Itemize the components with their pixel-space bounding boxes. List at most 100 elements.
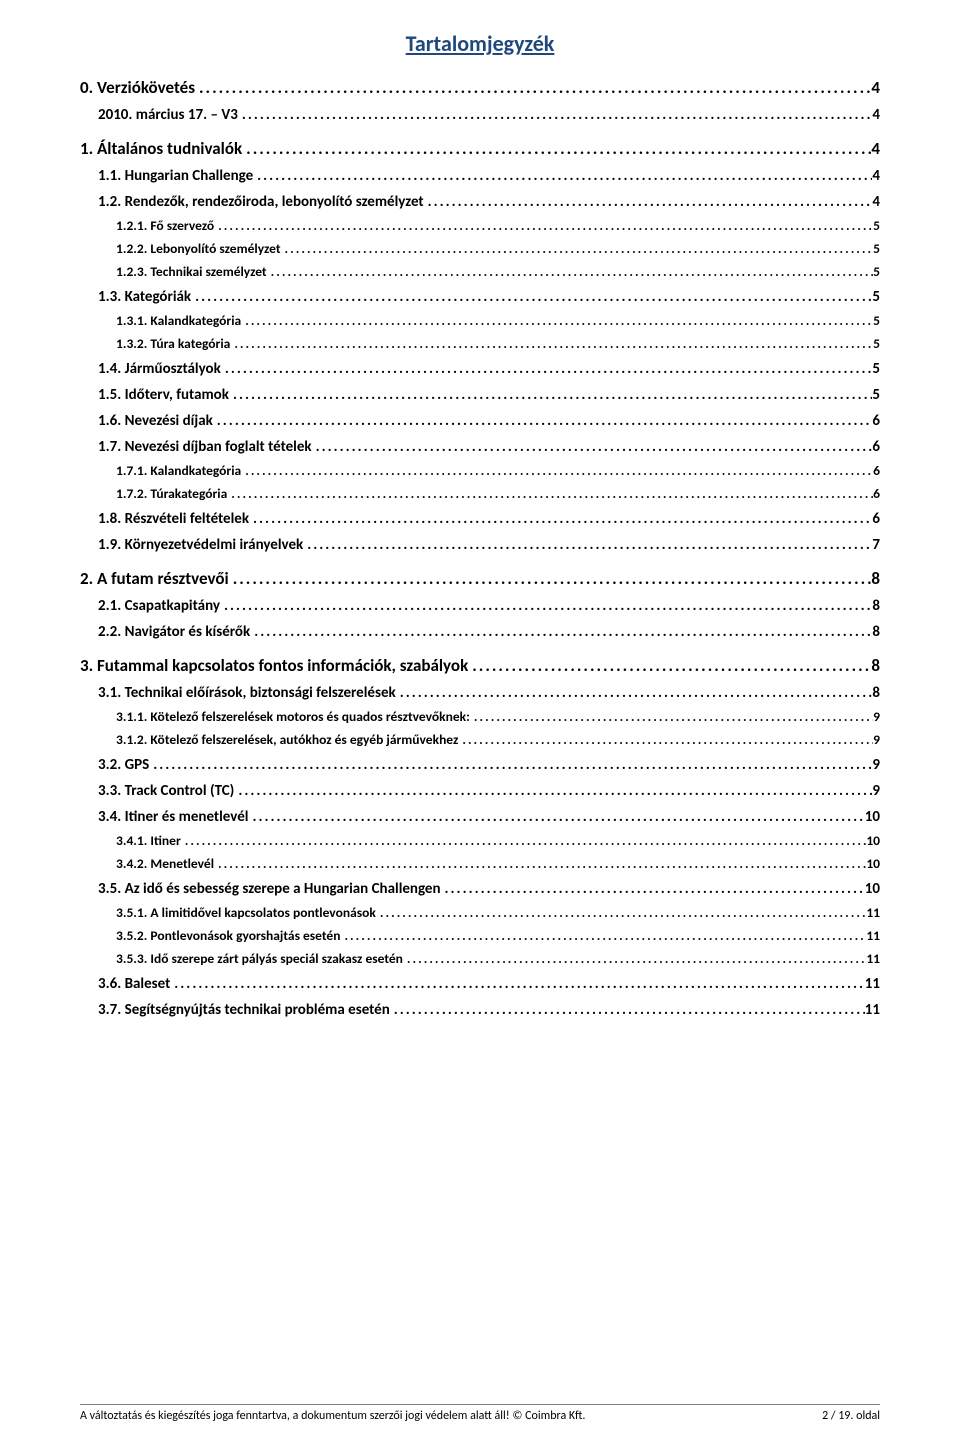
toc-entry[interactable]: 3.5. Az idő és sebesség szerepe a Hungar…	[80, 880, 880, 898]
toc-entry-label: 3.5. Az idő és sebesség szerepe a Hungar…	[98, 880, 441, 898]
toc-dots	[214, 855, 866, 872]
toc-entry-page: 9	[873, 731, 880, 748]
toc-entry[interactable]: 1.1. Hungarian Challenge 4	[80, 167, 880, 185]
toc-entry[interactable]: 1.3.2. Túra kategória 5	[80, 335, 880, 352]
toc-entry[interactable]: 1.9. Környezetvédelmi irányelvek 7	[80, 536, 880, 554]
toc-entry[interactable]: 3.6. Baleset 11	[80, 975, 880, 993]
toc-entry[interactable]: 1.2.3. Technikai személyzet 5	[80, 263, 880, 280]
toc-entry-label: 1.3.2. Túra kategória	[116, 335, 230, 352]
toc-entry-label: 1.2.2. Lebonyolító személyzet	[116, 240, 281, 257]
toc-entry-page: 6	[873, 462, 880, 479]
toc-entry-label: 3.4. Itiner és menetlevél	[98, 808, 248, 826]
toc-entry-page: 4	[871, 138, 880, 159]
toc-entry[interactable]: 2. A futam résztvevői 8	[80, 568, 880, 589]
toc-entry-label: 3.1. Technikai előírások, biztonsági fel…	[98, 684, 396, 702]
toc-entry[interactable]: 2010. március 17. – V3 4	[80, 106, 880, 124]
toc-entry-page: 8	[871, 655, 880, 676]
toc-entry[interactable]: 3.2. GPS 9	[80, 756, 880, 774]
toc-entry[interactable]: 1. Általános tudnivalók 4	[80, 138, 880, 159]
footer-right-text: 2 / 19. oldal	[822, 1409, 880, 1423]
toc-entry-label: 3.2. GPS	[98, 756, 149, 774]
toc-entry-page: 6	[872, 412, 880, 430]
toc-entry-page: 11	[865, 1001, 880, 1019]
toc-entry-label: 1.7.2. Túrakategória	[116, 485, 227, 502]
footer-left-text: A változtatás és kiegészítés joga fennta…	[80, 1409, 585, 1423]
toc-entry-page: 4	[872, 193, 880, 211]
toc-entry[interactable]: 3.5.3. Idő szerepe zárt pályás speciál s…	[80, 950, 880, 967]
toc-entry[interactable]: 3.1.2. Kötelező felszerelések, autókhoz …	[80, 731, 880, 748]
toc-entry-page: 8	[872, 597, 880, 615]
toc-entry[interactable]: 1.3.1. Kalandkategória 5	[80, 312, 880, 329]
toc-dots	[390, 1001, 865, 1019]
toc-entry[interactable]: 3. Futammal kapcsolatos fontos informáci…	[80, 655, 880, 676]
toc-entry-page: 7	[872, 536, 880, 554]
toc-entry[interactable]: 1.3. Kategóriák 5	[80, 288, 880, 306]
toc-entry[interactable]: 2.1. Csapatkapitány 8	[80, 597, 880, 615]
toc-entry[interactable]: 1.4. Járműosztályok 5	[80, 360, 880, 378]
toc-dots	[242, 138, 871, 159]
table-of-contents: 0. Verziókövetés 4 2010. március 17. – V3…	[80, 77, 880, 1019]
toc-entry[interactable]: 3.4. Itiner és menetlevél 10	[80, 808, 880, 826]
toc-dots	[312, 438, 873, 456]
toc-dots	[213, 412, 873, 430]
toc-dots	[238, 106, 873, 124]
toc-dots	[303, 536, 872, 554]
toc-dots	[376, 904, 866, 921]
toc-entry[interactable]: 1.8. Részvételi feltételek 6	[80, 510, 880, 528]
toc-entry-label: 2010. március 17. – V3	[98, 106, 238, 124]
toc-entry-label: 1.1. Hungarian Challenge	[98, 167, 253, 185]
toc-entry[interactable]: 3.7. Segítségnyújtás technikai probléma …	[80, 1001, 880, 1019]
toc-dots	[253, 167, 872, 185]
toc-dots	[241, 462, 873, 479]
toc-dots	[470, 708, 873, 725]
toc-entry[interactable]: 3.4.1. Itiner 10	[80, 832, 880, 849]
toc-entry-label: 1.5. Időterv, futamok	[98, 386, 229, 404]
toc-entry[interactable]: 3.4.2. Menetlevél 10	[80, 855, 880, 872]
toc-dots	[221, 360, 873, 378]
toc-entry-label: 1.8. Részvételi feltételek	[98, 510, 249, 528]
toc-entry[interactable]: 1.7.2. Túrakategória 6	[80, 485, 880, 502]
toc-entry-label: 3.5.1. A limitidővel kapcsolatos pontlev…	[116, 904, 376, 921]
toc-entry[interactable]: 1.7. Nevezési díjban foglalt tételek 6	[80, 438, 880, 456]
toc-dots	[424, 193, 873, 211]
toc-entry[interactable]: 3.5.1. A limitidővel kapcsolatos pontlev…	[80, 904, 880, 921]
toc-entry[interactable]: 3.5.2. Pontlevonások gyorshajtás esetén …	[80, 927, 880, 944]
toc-entry-label: 2.1. Csapatkapitány	[98, 597, 220, 615]
toc-dots	[250, 623, 872, 641]
toc-dots	[195, 77, 871, 98]
toc-entry-page: 5	[873, 263, 880, 280]
toc-entry-label: 1.9. Környezetvédelmi irányelvek	[98, 536, 303, 554]
toc-dots	[441, 880, 865, 898]
toc-dots	[396, 684, 873, 702]
toc-entry[interactable]: 1.7.1. Kalandkategória 6	[80, 462, 880, 479]
toc-entry-label: 1.7. Nevezési díjban foglalt tételek	[98, 438, 312, 456]
toc-entry[interactable]: 2.2. Navigátor és kísérők 8	[80, 623, 880, 641]
toc-dots	[149, 756, 872, 774]
toc-entry-label: 2. A futam résztvevői	[80, 568, 229, 589]
toc-entry-page: 11	[866, 927, 880, 944]
toc-entry-page: 11	[866, 904, 880, 921]
toc-entry-page: 5	[873, 335, 880, 352]
toc-entry-label: 3.1.2. Kötelező felszerelések, autókhoz …	[116, 731, 458, 748]
toc-entry-label: 3.3. Track Control (TC)	[98, 782, 234, 800]
toc-dots	[181, 832, 867, 849]
toc-entry[interactable]: 3.3. Track Control (TC) 9	[80, 782, 880, 800]
toc-entry-page: 10	[865, 880, 880, 898]
toc-entry[interactable]: 1.2.1. Fő szervező 5	[80, 217, 880, 234]
toc-entry[interactable]: 1.5. Időterv, futamok 5	[80, 386, 880, 404]
toc-entry[interactable]: 1.6. Nevezési díjak 6	[80, 412, 880, 430]
toc-entry[interactable]: 0. Verziókövetés 4	[80, 77, 880, 98]
toc-entry-page: 8	[872, 684, 880, 702]
toc-entry[interactable]: 1.2. Rendezők, rendezőiroda, lebonyolító…	[80, 193, 880, 211]
toc-entry-label: 3.4.2. Menetlevél	[116, 855, 214, 872]
toc-entry-label: 1.2.3. Technikai személyzet	[116, 263, 267, 280]
toc-entry[interactable]: 1.2.2. Lebonyolító személyzet 5	[80, 240, 880, 257]
toc-entry-page: 8	[872, 623, 880, 641]
toc-entry[interactable]: 3.1. Technikai előírások, biztonsági fel…	[80, 684, 880, 702]
toc-dots	[403, 950, 866, 967]
toc-dots	[229, 386, 872, 404]
toc-entry-label: 3.5.3. Idő szerepe zárt pályás speciál s…	[116, 950, 403, 967]
toc-entry-page: 5	[872, 360, 880, 378]
toc-entry[interactable]: 3.1.1. Kötelező felszerelések motoros és…	[80, 708, 880, 725]
page-footer: A változtatás és kiegészítés joga fennta…	[80, 1404, 880, 1423]
